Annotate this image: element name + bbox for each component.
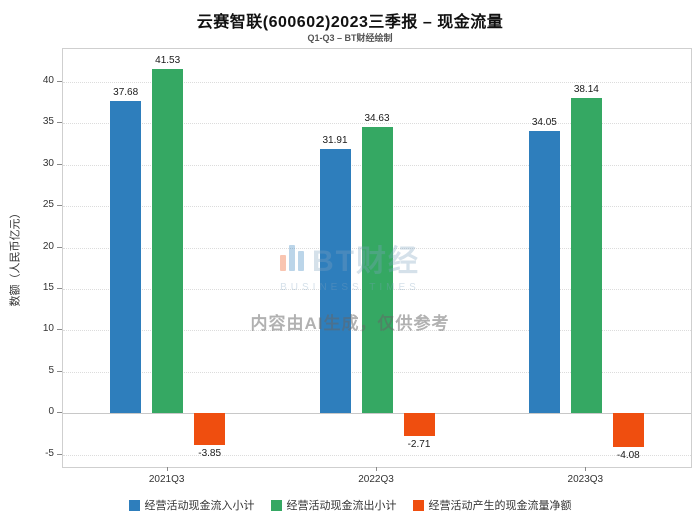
chart-title: 云赛智联(600602)2023三季报 – 现金流量 [196, 14, 504, 31]
x-tick-mark [166, 467, 168, 471]
y-tick-label: -5 [45, 447, 54, 459]
y-tick-label: 10 [42, 323, 54, 335]
legend-label: 经营活动现金流入小计 [144, 500, 255, 512]
x-tick-label: 2021Q3 [148, 474, 185, 485]
y-tick-mark [57, 122, 62, 124]
x-tick-label: 2022Q3 [358, 474, 394, 485]
bar-2023Q3-series0 [528, 131, 560, 414]
y-tick-label: 0 [48, 406, 54, 418]
bar-value-label: -3.85 [198, 448, 222, 460]
bar-value-label: -2.71 [407, 438, 431, 450]
bar-2021Q3-series0 [110, 101, 142, 414]
gridline [63, 454, 691, 456]
gridline [63, 82, 691, 84]
gridline [63, 413, 691, 415]
x-tick-mark [376, 467, 377, 471]
legend-item-series2: 经营活动产生的现金流量净额 [412, 497, 572, 513]
y-axis-label: 数额（人民币亿元） [9, 207, 21, 307]
y-tick-label: 25 [42, 199, 54, 211]
bar-2023Q3-series2 [612, 413, 644, 447]
bar-value-label: 38.14 [573, 83, 599, 95]
y-tick-label: 20 [42, 240, 54, 252]
bar-value-label: -4.08 [616, 449, 640, 461]
x-tick-label: 2023Q3 [567, 474, 604, 485]
legend-swatch [128, 499, 140, 511]
bar-value-label: 37.68 [113, 87, 139, 99]
bar-2021Q3-series1 [152, 69, 184, 414]
bar-value-label: 34.63 [364, 112, 390, 124]
y-tick-label: 15 [42, 282, 54, 294]
y-tick-mark [57, 453, 62, 455]
bar-value-label: 31.91 [322, 135, 348, 147]
legend-swatch [412, 499, 424, 511]
y-tick-label: 35 [42, 116, 54, 128]
x-tick-mark [585, 467, 587, 471]
bar-2022Q3-series1 [361, 126, 393, 414]
legend-item-series0: 经营活动现金流入小计 [128, 497, 255, 513]
legend-label: 经营活动产生的现金流量净额 [428, 500, 572, 512]
bar-2022Q3-series2 [403, 413, 435, 436]
plot-area: 37.68 41.53 -3.85 31.91 34.63 -2.71 34.05 38.14… [62, 48, 692, 468]
bar-value-label: 41.53 [155, 55, 181, 67]
y-tick-mark [57, 163, 62, 165]
y-tick-label: 40 [42, 75, 54, 87]
y-tick-mark [57, 205, 62, 207]
y-tick-label: 5 [48, 364, 54, 376]
legend-label: 经营活动现金流出小计 [286, 500, 397, 512]
legend-item-series1: 经营活动现金流出小计 [270, 497, 397, 513]
y-tick-mark [57, 246, 62, 248]
y-tick-mark [57, 370, 62, 372]
y-tick-mark [57, 329, 62, 331]
chart-subtitle: Q1-Q3 – BT财经绘制 [307, 33, 393, 43]
y-tick-mark [57, 412, 62, 414]
y-tick-mark [57, 288, 62, 290]
gridline [63, 123, 691, 125]
legend: 经营活动现金流入小计 经营活动现金流出小计 经营活动产生的现金流量净额 [0, 497, 700, 513]
bar-value-label: 34.05 [531, 117, 557, 129]
bar-2021Q3-series2 [194, 413, 226, 446]
legend-swatch [270, 499, 282, 511]
bar-2022Q3-series0 [319, 149, 351, 414]
y-tick-label: 30 [42, 157, 54, 169]
y-tick-mark [57, 81, 62, 83]
bar-2023Q3-series1 [570, 97, 602, 414]
